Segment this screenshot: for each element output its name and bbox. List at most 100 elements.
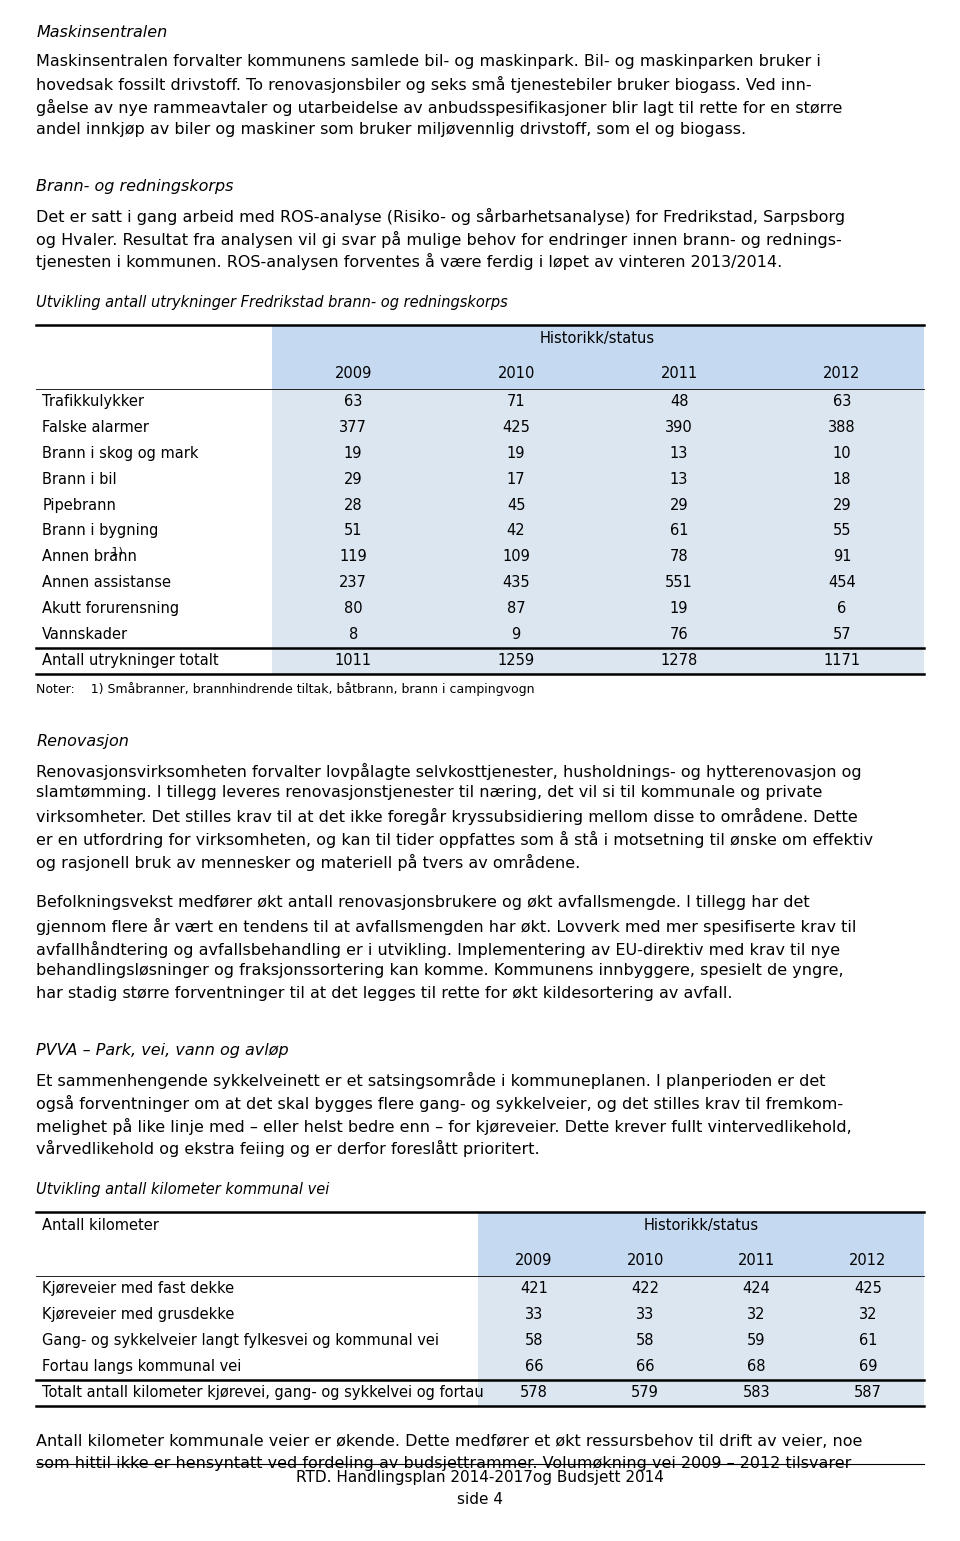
Text: 32: 32 [747,1307,766,1322]
Bar [272,416,924,441]
Text: Maskinsentralen forvalter kommunens samlede bil- og maskinpark. Bil- og maskinpa: Maskinsentralen forvalter kommunens saml… [36,54,822,69]
Text: gåelse av nye rammeavtaler og utarbeidelse av anbudsspesifikasjoner blir lagt ti: gåelse av nye rammeavtaler og utarbeidel… [36,99,843,116]
Text: 42: 42 [507,524,525,538]
Text: PVVA – Park, vei, vann og avløp: PVVA – Park, vei, vann og avløp [36,1043,289,1059]
Text: Antall kilometer kommunale veier er økende. Dette medfører et økt ressursbehov t: Antall kilometer kommunale veier er øken… [36,1433,863,1449]
Text: og Hvaler. Resultat fra analysen vil gi svar på mulige behov for endringer innen: og Hvaler. Resultat fra analysen vil gi … [36,231,842,248]
Text: 435: 435 [502,575,530,590]
Text: 1171: 1171 [824,653,860,667]
Text: er en utfordring for virksomheten, og kan til tider oppfattes som å stå i motset: er en utfordring for virksomheten, og ka… [36,831,874,848]
Text: 13: 13 [670,445,688,461]
Text: 59: 59 [747,1333,766,1348]
Text: 87: 87 [507,601,525,616]
Text: 425: 425 [853,1281,882,1296]
Bar [272,623,924,649]
Text: hovedsak fossilt drivstoff. To renovasjonsbiler og seks små tjenestebiler bruker: hovedsak fossilt drivstoff. To renovasjo… [36,77,812,94]
Text: 76: 76 [670,627,688,643]
Text: 2011: 2011 [738,1253,775,1268]
Text: Akutt forurensning: Akutt forurensning [42,601,180,616]
Text: Et sammenhengende sykkelveinett er et satsingsområde i kommuneplanen. I planperi: Et sammenhengende sykkelveinett er et sa… [36,1073,826,1089]
Bar [478,1211,924,1248]
Text: 2011: 2011 [660,367,698,381]
Text: 29: 29 [832,498,852,513]
Text: Gang- og sykkelveier langt fylkesvei og kommunal vei: Gang- og sykkelveier langt fylkesvei og … [42,1333,440,1348]
Text: 61: 61 [858,1333,877,1348]
Text: 421: 421 [519,1281,548,1296]
Bar [272,570,924,596]
Text: 57: 57 [832,627,852,643]
Text: Vannskader: Vannskader [42,627,129,643]
Text: og rasjonell bruk av mennesker og materiell på tvers av områdene.: og rasjonell bruk av mennesker og materi… [36,854,581,871]
Text: 29: 29 [344,472,363,487]
Text: 61: 61 [670,524,688,538]
Text: 68: 68 [747,1359,766,1373]
Text: slamtømming. I tillegg leveres renovasjonstjenester til næring, det vil si til k: slamtømming. I tillegg leveres renovasjo… [36,786,823,800]
Text: 63: 63 [833,394,852,408]
Text: RTD. Handlingsplan 2014-2017og Budsjett 2014: RTD. Handlingsplan 2014-2017og Budsjett … [296,1470,664,1486]
Text: 237: 237 [339,575,367,590]
Bar [478,1355,924,1381]
Text: 66: 66 [524,1359,543,1373]
Text: Antall utrykninger totalt: Antall utrykninger totalt [42,653,219,667]
Text: behandlingsløsninger og fraksjonssortering kan komme. Kommunens innbyggere, spes: behandlingsløsninger og fraksjonssorteri… [36,963,844,979]
Text: har stadig større forventninger til at det legges til rette for økt kildesorteri: har stadig større forventninger til at d… [36,986,733,1002]
Text: 9: 9 [512,627,520,643]
Bar [272,441,924,467]
Text: 422: 422 [631,1281,660,1296]
Bar [478,1381,924,1405]
Bar [478,1248,924,1276]
Text: tjenesten i kommunen. ROS-analysen forventes å være ferdig i løpet av vinteren 2: tjenesten i kommunen. ROS-analysen forve… [36,253,782,270]
Text: Totalt antall kilometer kjørevei, gang- og sykkelvei og fortau: Totalt antall kilometer kjørevei, gang- … [42,1385,484,1399]
Text: 390: 390 [665,421,693,435]
Text: virksomheter. Det stilles krav til at det ikke foregår kryssubsidiering mellom d: virksomheter. Det stilles krav til at de… [36,807,858,824]
Text: melighet på like linje med – eller helst bedre enn – for kjøreveier. Dette kreve: melighet på like linje med – eller helst… [36,1117,852,1134]
Text: Noter:    1) Småbranner, brannhindrende tiltak, båtbrann, brann i campingvogn: Noter: 1) Småbranner, brannhindrende til… [36,683,535,697]
Text: 6: 6 [837,601,847,616]
Text: 2009: 2009 [334,367,372,381]
Text: Fortau langs kommunal vei: Fortau langs kommunal vei [42,1359,242,1373]
Text: 18: 18 [832,472,852,487]
Bar [478,1302,924,1328]
Text: 66: 66 [636,1359,655,1373]
Text: Utvikling antall utrykninger Fredrikstad brann- og redningskorps: Utvikling antall utrykninger Fredrikstad… [36,294,508,310]
Bar [272,493,924,519]
Text: Utvikling antall kilometer kommunal vei: Utvikling antall kilometer kommunal vei [36,1182,330,1197]
Text: 80: 80 [344,601,363,616]
Text: Brann- og redningskorps: Brann- og redningskorps [36,179,234,194]
Text: 51: 51 [344,524,363,538]
Text: 58: 58 [636,1333,655,1348]
Text: 2012: 2012 [850,1253,886,1268]
Bar [272,467,924,493]
Text: 2010: 2010 [627,1253,663,1268]
Text: 388: 388 [828,421,856,435]
Text: 2010: 2010 [497,367,535,381]
Text: Brann i bil: Brann i bil [42,472,117,487]
Text: Renovasjonsvirksomheten forvalter lovpålagte selvkosttjenester, husholdnings- og: Renovasjonsvirksomheten forvalter lovpål… [36,763,862,780]
Text: 28: 28 [344,498,363,513]
Text: Brann i bygning: Brann i bygning [42,524,158,538]
Text: som hittil ikke er hensyntatt ved fordeling av budsjettrammer. Volumøkning vei 2: som hittil ikke er hensyntatt ved fordel… [36,1456,852,1472]
Text: avfallhåndtering og avfallsbehandling er i utvikling. Implementering av EU-direk: avfallhåndtering og avfallsbehandling er… [36,940,841,957]
Text: Kjøreveier med grusdekke: Kjøreveier med grusdekke [42,1307,234,1322]
Text: Pipebrann: Pipebrann [42,498,116,513]
Text: også forventninger om at det skal bygges flere gang- og sykkelveier, og det stil: også forventninger om at det skal bygges… [36,1094,844,1111]
Bar [272,546,924,570]
Text: 45: 45 [507,498,525,513]
Text: 10: 10 [832,445,852,461]
Bar [272,362,924,390]
Text: andel innkjøp av biler og maskiner som bruker miljøvennlig drivstoff, som el og : andel innkjøp av biler og maskiner som b… [36,122,747,137]
Text: 17: 17 [507,472,525,487]
Bar [478,1328,924,1355]
Text: gjennom flere år vært en tendens til at avfallsmengden har økt. Lovverk med mer : gjennom flere år vært en tendens til at … [36,918,857,935]
Text: 71: 71 [507,394,525,408]
Text: 29: 29 [670,498,688,513]
Bar [272,519,924,546]
Text: Antall kilometer: Antall kilometer [42,1217,159,1233]
Text: 19: 19 [507,445,525,461]
Text: Renovasjon: Renovasjon [36,734,130,749]
Text: 69: 69 [858,1359,877,1373]
Text: 2009: 2009 [516,1253,552,1268]
Text: 32: 32 [858,1307,877,1322]
Text: 425: 425 [502,421,530,435]
Text: 377: 377 [339,421,367,435]
